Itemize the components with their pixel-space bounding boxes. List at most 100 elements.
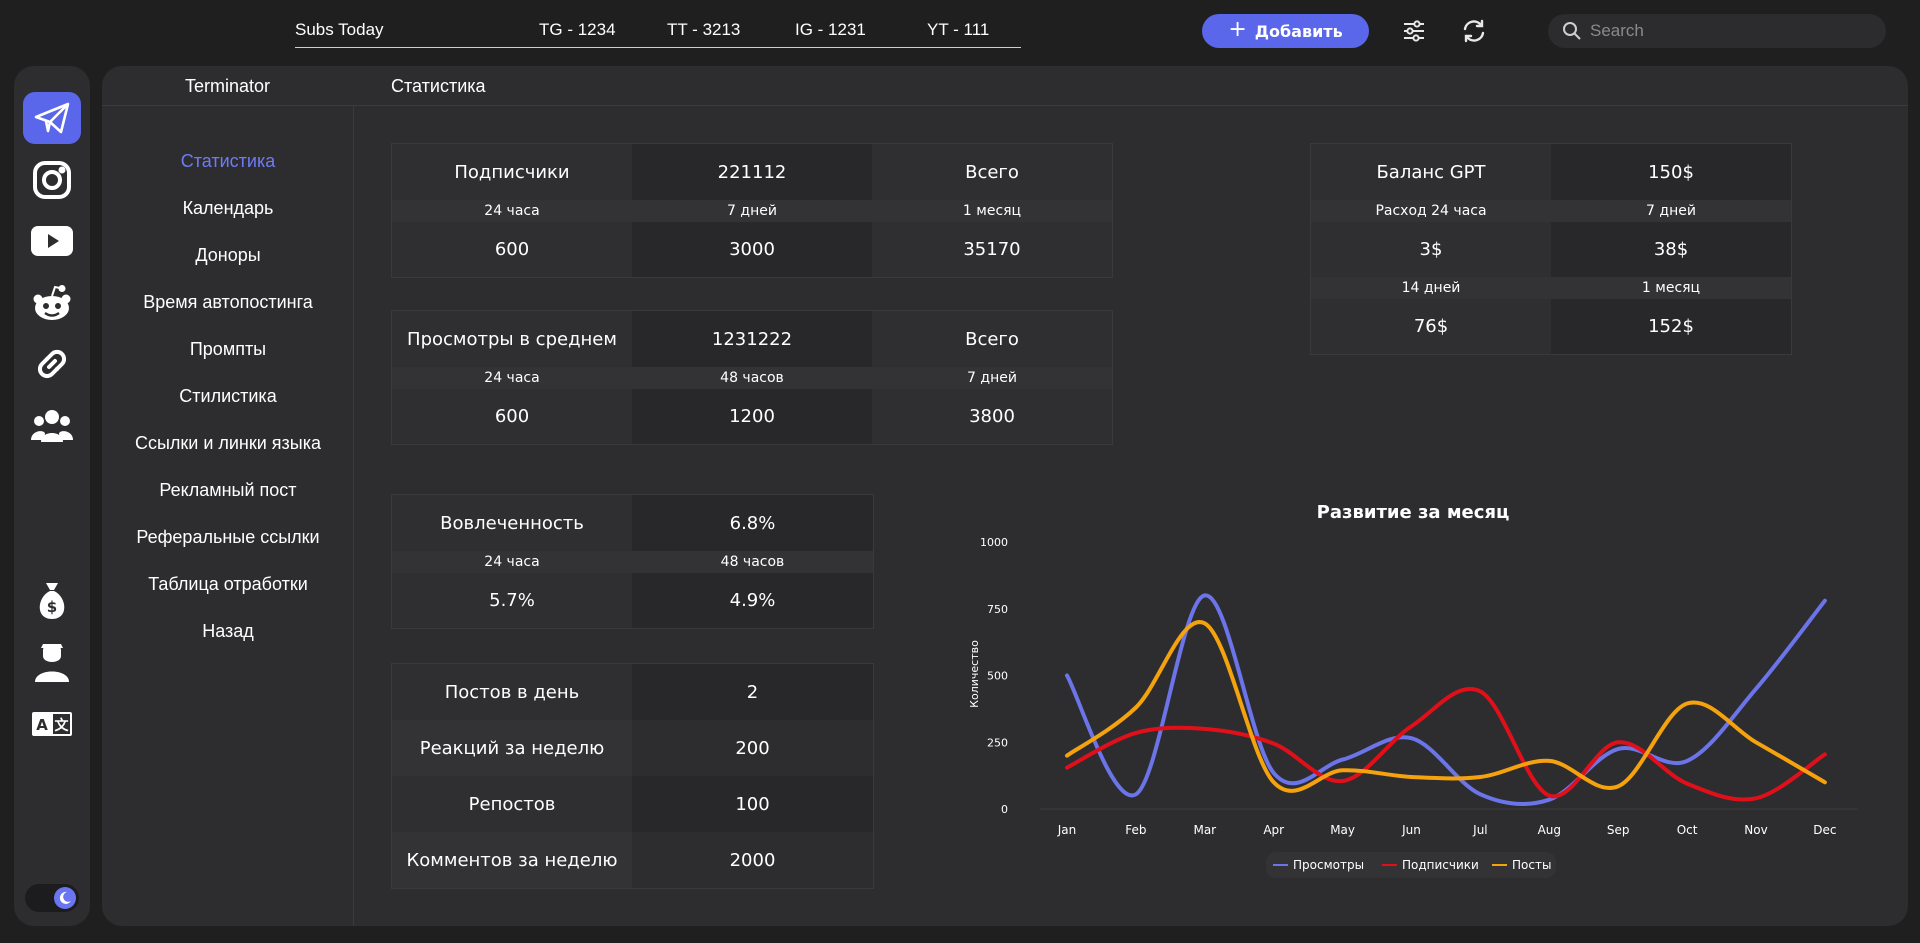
chart-series-line: [1065, 593, 1827, 806]
legend-label: Просмотры: [1293, 858, 1364, 872]
engagement-48h-value: 4.9%: [632, 573, 873, 628]
nav-item-work-table[interactable]: Таблица отработки: [148, 574, 308, 594]
nav-item-links-language[interactable]: Ссылки и линки языка: [134, 433, 322, 453]
plus-icon: +: [1228, 17, 1247, 42]
gpt-balance-table: Баланс GPT 150$ Расход 24 часа 7 дней 3$…: [1310, 143, 1792, 355]
add-button[interactable]: + Добавить: [1202, 14, 1369, 48]
translate-icon[interactable]: A 文: [23, 698, 81, 750]
svg-text:A: A: [36, 716, 48, 734]
views-48h-value: 1200: [632, 389, 872, 444]
refresh-icon[interactable]: [1457, 14, 1491, 48]
nav-item-calendar[interactable]: Календарь: [182, 198, 274, 218]
posts-per-day-label: Постов в день: [444, 681, 580, 703]
add-button-label: Добавить: [1254, 21, 1343, 41]
chart-x-tick-label: Feb: [1125, 823, 1146, 837]
section-nav: Статистика Календарь Доноры Время автопо…: [102, 106, 354, 926]
views-label: Просмотры в среднем: [407, 328, 617, 350]
chart-x-tick-label: Nov: [1744, 823, 1767, 837]
nav-item-back[interactable]: Назад: [202, 621, 254, 641]
views-value: 1231222: [632, 311, 872, 367]
chart-y-tick-label: 250: [987, 736, 1008, 749]
engagement-label: Вовлеченность: [440, 512, 584, 534]
chart-series-line: [1065, 620, 1827, 793]
account-name: Terminator: [185, 76, 271, 96]
views-period-7d: 7 дней: [967, 370, 1017, 386]
top-bar: Subs Today TG - 1234 TT - 3213 IG - 1231…: [0, 0, 1920, 62]
chart-y-tick-label: 1000: [980, 536, 1008, 549]
filter-settings-icon[interactable]: [1397, 14, 1431, 48]
engagement-period-48h: 48 часов: [720, 554, 785, 570]
svg-text:文: 文: [55, 717, 70, 734]
nav-item-style[interactable]: Стилистика: [179, 386, 277, 406]
subs-yt: YT - 111: [927, 20, 990, 39]
gpt-spend-1m-label: 1 месяц: [1641, 280, 1701, 296]
posts-per-day-value: 2: [632, 664, 873, 720]
money-bag-icon[interactable]: $: [23, 575, 81, 627]
theme-toggle[interactable]: [25, 884, 79, 912]
users-icon[interactable]: [23, 400, 81, 452]
search-icon: [1563, 22, 1581, 40]
panel-header: Terminator Статистика: [102, 66, 1908, 106]
reddit-icon[interactable]: [23, 277, 81, 329]
gpt-balance-label: Баланс GPT: [1376, 161, 1486, 183]
chart-y-tick-label: 750: [987, 603, 1008, 616]
subscribers-period-24h: 24 часа: [484, 203, 540, 219]
page-title: Статистика: [391, 76, 486, 96]
chart-legend: [1266, 852, 1556, 878]
reposts-value: 100: [632, 776, 873, 832]
nav-item-referral-links[interactable]: Реферальные ссылки: [136, 527, 320, 547]
chart-x-tick-label: Apr: [1263, 823, 1284, 837]
views-table: Просмотры в среднем 1231222 Всего 24 час…: [391, 310, 1113, 445]
nav-item-ad-post[interactable]: Рекламный пост: [159, 480, 297, 500]
views-period-24h: 24 часа: [484, 370, 540, 386]
chart-x-tick-label: Dec: [1813, 823, 1836, 837]
moon-icon: [54, 887, 76, 909]
views-7d-value: 3800: [969, 406, 1015, 427]
comments-week-value: 2000: [632, 832, 873, 888]
engagement-table: Вовлеченность 6.8% 24 часа 48 часов 5.7%…: [391, 494, 874, 629]
gpt-spend-1m-value: 152$: [1551, 299, 1791, 354]
instagram-icon[interactable]: [23, 154, 81, 206]
monthly-growth-chart: Развитие за месяц Количество 0 250 500 750 1…: [968, 502, 1858, 878]
reactions-week-value: 200: [632, 720, 873, 776]
chart-x-tick-label: Sep: [1607, 823, 1630, 837]
subs-today-bar: Subs Today TG - 1234 TT - 3213 IG - 1231…: [295, 14, 1021, 48]
nav-item-donors[interactable]: Доноры: [195, 245, 261, 265]
youtube-icon[interactable]: [23, 215, 81, 267]
subs-tg: TG - 1234: [539, 20, 616, 39]
views-total-label: Всего: [965, 328, 1019, 350]
chart-y-tick-label: 500: [987, 670, 1008, 683]
reposts-label: Репостов: [468, 793, 556, 815]
reactions-week-label: Реакций за неделю: [392, 720, 632, 776]
subs-today-label: Subs Today: [295, 20, 384, 39]
chart-x-tick-label: Mar: [1193, 823, 1216, 837]
subscribers-total-label: Всего: [965, 161, 1019, 183]
chart-x-tick-label: Jul: [1472, 823, 1487, 837]
legend-label: Посты: [1512, 858, 1551, 872]
gpt-spend-14d-value: 76$: [1413, 316, 1449, 337]
views-period-48h: 48 часов: [720, 370, 784, 386]
link-icon[interactable]: [23, 338, 81, 390]
user-icon[interactable]: [23, 636, 81, 688]
subscribers-label: Подписчики: [454, 161, 570, 183]
gpt-balance-value: 150$: [1551, 144, 1791, 200]
nav-item-autopost-time[interactable]: Время автопостинга: [143, 292, 313, 312]
search-box[interactable]: [1548, 14, 1886, 48]
nav-item-prompts[interactable]: Промпты: [189, 339, 267, 359]
main-panel: Terminator Статистика Статистика Календа…: [102, 66, 1908, 926]
platform-rail: $ A 文: [14, 66, 90, 926]
subs-ig: IG - 1231: [795, 20, 866, 39]
search-input[interactable]: [1590, 21, 1870, 41]
chart-x-tick-label: Jun: [1401, 823, 1421, 837]
subs-tt: TT - 3213: [667, 20, 741, 39]
gpt-spend-14d-label: 14 дней: [1401, 280, 1461, 296]
subscribers-1m-value: 35170: [963, 239, 1021, 260]
comments-week-label: Комментов за неделю: [392, 832, 632, 888]
subscribers-period-1m: 1 месяц: [962, 203, 1022, 219]
nav-item-statistics[interactable]: Статистика: [180, 151, 276, 171]
chart-series-line: [1065, 687, 1827, 802]
telegram-icon[interactable]: [23, 92, 81, 144]
chart-x-tick-label: Jan: [1057, 823, 1077, 837]
chart-y-axis-label: Количество: [968, 640, 981, 708]
subscribers-period-7d: 7 дней: [727, 203, 777, 219]
